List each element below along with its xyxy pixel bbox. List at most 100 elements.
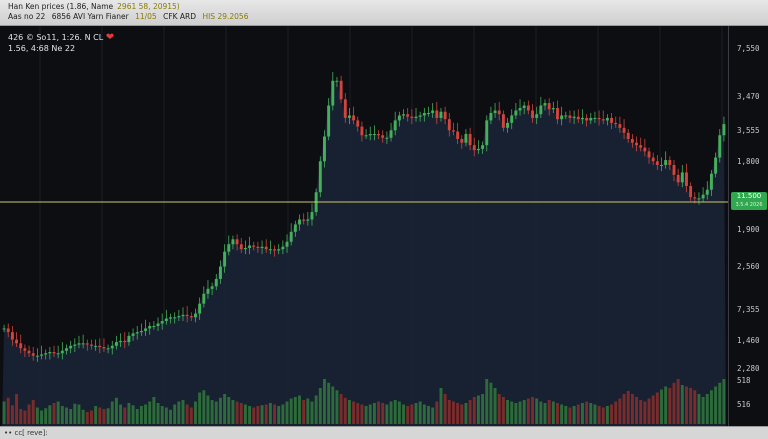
volume-bar: [194, 401, 197, 424]
volume-bar: [35, 407, 39, 424]
candle-body: [252, 245, 256, 247]
chart-area[interactable]: 426 © So11, 1:26. N CL ❤ 1.56, 4:68 Ne 2…: [0, 26, 768, 426]
volume-bar: [443, 394, 447, 424]
candle-body: [135, 332, 139, 334]
candle-body: [381, 135, 385, 138]
candle-body: [35, 355, 39, 357]
candle-body: [44, 353, 48, 355]
stat-4: CFK ARD: [163, 12, 197, 21]
volume-bar: [568, 407, 572, 424]
volume-bar: [393, 400, 397, 424]
candle-body: [722, 124, 726, 136]
candle-body: [60, 350, 64, 354]
candle-body: [310, 212, 314, 220]
candle-body: [605, 117, 609, 121]
candle-body: [77, 343, 81, 345]
volume-bar: [476, 395, 480, 424]
volume-bar: [102, 409, 106, 424]
volume-bar: [260, 405, 264, 424]
volume-bar: [526, 398, 530, 424]
candle-body: [264, 246, 268, 250]
volume-bar: [243, 404, 247, 424]
candlestick-chart[interactable]: [0, 26, 728, 426]
volume-bar: [77, 404, 81, 424]
candle-body: [347, 115, 351, 118]
volume-bar: [252, 407, 256, 424]
candle-body: [668, 160, 672, 165]
volume-bar: [464, 403, 468, 424]
volume-bar: [65, 407, 68, 424]
title-row-1: Han Ken prices (1.86, Name 2961 58, 20915…: [8, 2, 760, 12]
candle-body: [580, 117, 584, 120]
candle-body: [372, 134, 376, 136]
candle-body: [551, 108, 555, 110]
candle-body: [435, 110, 439, 118]
candle-body: [360, 126, 364, 136]
volume-bar: [385, 404, 389, 424]
candle-body: [568, 115, 572, 118]
candle-body: [506, 122, 510, 128]
candle-body: [52, 351, 56, 354]
volume-bar: [264, 404, 268, 424]
volume-bar: [614, 401, 618, 424]
price-tick: 7,355: [737, 305, 760, 314]
volume-bar: [343, 397, 347, 424]
volume-bar: [705, 394, 709, 424]
volume-bar: [94, 406, 98, 424]
candle-body: [223, 251, 227, 267]
volume-bar: [248, 406, 252, 424]
volume-bar: [389, 401, 393, 424]
volume-bar: [73, 403, 77, 424]
volume-bar: [418, 401, 422, 424]
price-tick: 1,460: [737, 336, 760, 345]
volume-bar: [493, 388, 497, 424]
candle-body: [531, 110, 534, 118]
candle-body: [385, 137, 389, 139]
candle-body: [73, 344, 77, 346]
candle-body: [635, 142, 638, 146]
volume-bar: [314, 395, 318, 424]
volume-bar: [56, 401, 60, 424]
candle-body: [414, 116, 418, 118]
price-axis[interactable]: 7,550 3,470 3,555 1,800 1,900 2,560 7,35…: [728, 26, 768, 426]
volume-bar: [98, 407, 102, 424]
candle-body: [148, 325, 152, 329]
volume-bar: [435, 401, 439, 424]
candle-body: [535, 114, 539, 118]
candle-body: [601, 119, 605, 121]
candle-body: [302, 219, 306, 221]
candle-body: [356, 120, 360, 127]
volume-bar: [672, 382, 676, 424]
volume-bar: [689, 388, 693, 424]
candle-body: [2, 328, 6, 330]
candle-body: [377, 134, 381, 136]
candle-body: [447, 119, 451, 131]
candle-body: [614, 122, 618, 125]
volume-bar: [422, 404, 426, 424]
candle-body: [576, 116, 580, 120]
volume-bar: [693, 390, 697, 424]
status-text: •• cc[ reve]:: [4, 429, 48, 437]
candle-body: [560, 115, 564, 120]
volume-bar: [535, 398, 539, 424]
volume-bar: [680, 385, 684, 424]
volume-bar: [19, 409, 23, 424]
volume-bar: [622, 394, 626, 424]
candle-body: [281, 246, 285, 250]
candle-body: [318, 161, 322, 193]
volume-bar: [231, 400, 235, 424]
candle-body: [410, 116, 414, 118]
candle-body: [489, 112, 493, 121]
volume-bar: [256, 406, 260, 424]
volume-bar: [655, 392, 659, 424]
candle-body: [481, 145, 485, 149]
status-bar: •• cc[ reve]:: [0, 426, 768, 439]
candle-body: [102, 347, 106, 349]
volume-bar: [123, 407, 127, 424]
volume-bar: [285, 401, 289, 424]
volume-bar: [639, 400, 643, 424]
candle-body: [685, 172, 688, 187]
heart-icon[interactable]: ❤: [105, 32, 115, 43]
volume-bar: [277, 406, 281, 424]
candle-body: [285, 241, 289, 247]
